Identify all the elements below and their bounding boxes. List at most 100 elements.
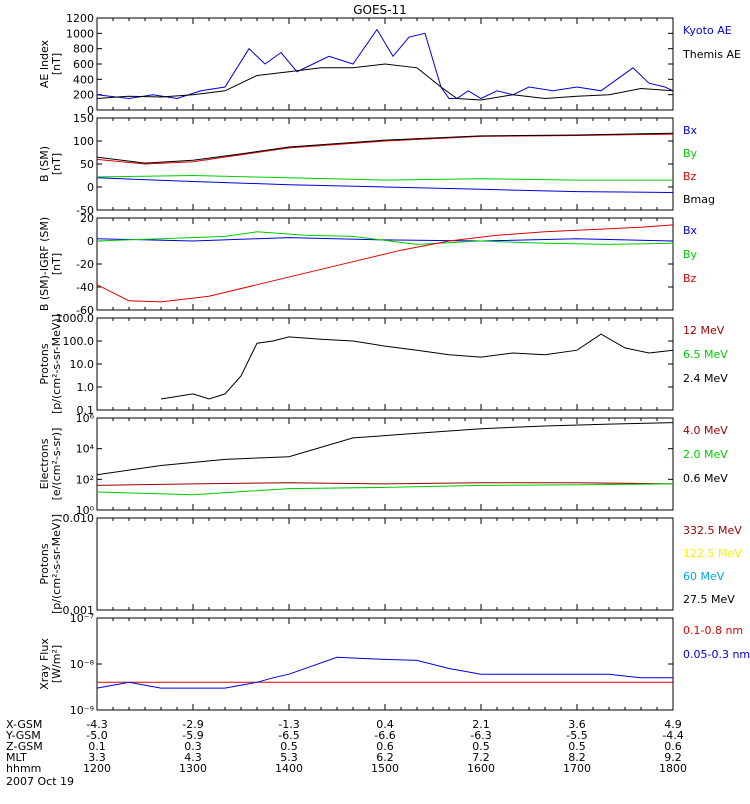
y-axis-label: B (SM) bbox=[38, 146, 51, 182]
series-line-bmag bbox=[96, 132, 674, 164]
legend-entry: Bz bbox=[683, 170, 697, 183]
y-tick-label: 100.0 bbox=[63, 335, 95, 348]
legend-entry: 2.0 MeV bbox=[683, 448, 728, 461]
y-tick-label: 0.010 bbox=[63, 512, 95, 525]
footer-value: 1200 bbox=[83, 762, 111, 775]
y-tick-label: 20 bbox=[80, 212, 94, 225]
y-tick-label: 10⁻⁹ bbox=[70, 704, 94, 717]
panel-bigrf: -60 -40 -20 0 20 B (SM)-IGRF (SM) [nT] Bx By Bz bbox=[38, 212, 698, 317]
legend-entry: Bx bbox=[683, 124, 698, 137]
footer-value: 7.2 bbox=[472, 751, 490, 764]
y-tick-label: 10⁻⁸ bbox=[70, 658, 95, 671]
footer-value: 4.9 bbox=[664, 718, 682, 731]
y-tick-label: 200 bbox=[73, 89, 94, 102]
footer-value: 0.5 bbox=[568, 740, 586, 753]
series-line-by bbox=[96, 174, 673, 181]
footer-value: -6.5 bbox=[278, 729, 299, 742]
legend-entry: By bbox=[683, 248, 698, 261]
footer-value: 6.2 bbox=[376, 751, 394, 764]
panel-b: -50 0 50 100 150 B (SM) [nT] Bx By Bz Bmag bbox=[38, 112, 715, 217]
y-tick-label: -60 bbox=[76, 304, 94, 317]
footer-value: 3.6 bbox=[568, 718, 586, 731]
y-tick-label: 50 bbox=[80, 158, 94, 171]
panel-protons1: 0.1 1.0 10.0 100.0 1000.0 Protons [p/(cm²-s-sr… bbox=[38, 312, 728, 417]
y-tick-label: 10.0 bbox=[70, 358, 95, 371]
panel-electrons: 10⁰ 10² 10⁴ 10⁶ Electrons [e/(cm²-s-sr)] 4.0 M… bbox=[38, 412, 728, 517]
y-axis-label: [W/m²] bbox=[50, 645, 63, 683]
y-tick-label: 1000 bbox=[66, 27, 94, 40]
y-tick-label: 0 bbox=[87, 181, 94, 194]
footer-value: 0.3 bbox=[184, 740, 202, 753]
series-line-kyoto-ae bbox=[96, 28, 674, 100]
legend-entry: 0.1-0.8 nm bbox=[683, 624, 743, 637]
panel-frame bbox=[96, 617, 674, 711]
y-tick-label: 10⁰ bbox=[76, 504, 95, 517]
legend-entry: 122.5 MeV bbox=[683, 547, 742, 560]
footer-value: 0.6 bbox=[376, 740, 394, 753]
panel-frame bbox=[96, 217, 674, 311]
series-line-by bbox=[96, 231, 674, 245]
y-axis-label: [p/(cm²-s-sr-MeV)] bbox=[50, 514, 63, 614]
y-tick-label: 400 bbox=[73, 73, 94, 86]
legend-entry: 12 MeV bbox=[683, 324, 725, 337]
footer-value: 4.3 bbox=[184, 751, 202, 764]
footer-value: 1600 bbox=[467, 762, 495, 775]
y-tick-label: -50 bbox=[76, 204, 94, 217]
legend-entry: 0.05-0.3 nm bbox=[683, 648, 750, 661]
y-axis-label: [p/(cm²-s-sr-MeV)] bbox=[50, 314, 63, 414]
footer-row-label: Y-GSM bbox=[5, 729, 41, 742]
footer-value: 0.4 bbox=[376, 718, 394, 731]
y-tick-label: -40 bbox=[76, 281, 94, 294]
y-tick-label: 1.0 bbox=[77, 381, 95, 394]
footer-value: -5.9 bbox=[182, 729, 203, 742]
footer-value: 0.6 bbox=[664, 740, 682, 753]
series-line-2-4-mev bbox=[160, 333, 674, 400]
footer-value: 3.3 bbox=[88, 751, 106, 764]
y-axis-label: [e/(cm²-s-sr)] bbox=[50, 428, 63, 501]
footer-row-label: hhmm bbox=[6, 762, 41, 775]
footer-row-label: Z-GSM bbox=[6, 740, 43, 753]
panel-xray: 10⁻⁹ 10⁻⁸ 10⁻⁷ Xray Flux [W/m²] 0.1-0.8 nm 0.0… bbox=[38, 612, 750, 717]
panel-ae: 0 200 400 600 800 1000 1200 AE Index [nT] Kyoto A… bbox=[38, 12, 741, 117]
y-tick-label: 800 bbox=[73, 43, 94, 56]
footer-value: 5.3 bbox=[280, 751, 298, 764]
y-tick-label: 100 bbox=[73, 135, 94, 148]
y-axis-label: [nT] bbox=[50, 53, 63, 75]
y-axis-label: Protons bbox=[38, 343, 51, 384]
legend-entry: 60 MeV bbox=[683, 570, 725, 583]
footer-value: 9.2 bbox=[664, 751, 682, 764]
y-axis-label: Xray Flux bbox=[38, 638, 51, 690]
footer-value: 1500 bbox=[371, 762, 399, 775]
y-tick-label: 150 bbox=[73, 112, 94, 125]
y-tick-label: 10² bbox=[76, 473, 94, 486]
footer-value: 8.2 bbox=[568, 751, 586, 764]
series-line-bz bbox=[96, 224, 674, 303]
y-tick-label: 10⁴ bbox=[76, 443, 95, 456]
legend-entry: Bz bbox=[683, 272, 697, 285]
legend-entry: 27.5 MeV bbox=[683, 593, 735, 606]
footer-value: -4.4 bbox=[662, 729, 683, 742]
panel-frame bbox=[96, 317, 674, 411]
series-line-themis-ae bbox=[96, 63, 674, 101]
legend-entry: Bx bbox=[683, 224, 698, 237]
footer-value: -6.3 bbox=[470, 729, 491, 742]
series-line-0-6-mev bbox=[96, 422, 674, 476]
footer-value: 1400 bbox=[275, 762, 303, 775]
footer-value: 0.5 bbox=[472, 740, 490, 753]
panel-protons2: 0.001 0.010 Protons [p/(cm²-s-sr-MeV)] 332.5… bbox=[38, 512, 742, 617]
panel-frame bbox=[96, 117, 674, 211]
footer-value: -5.5 bbox=[566, 729, 587, 742]
y-axis-label: Protons bbox=[38, 543, 51, 584]
legend-entry: 4.0 MeV bbox=[683, 424, 728, 437]
legend-entry: Kyoto AE bbox=[683, 24, 732, 37]
footer-value: -4.3 bbox=[86, 718, 107, 731]
footer-value: -1.3 bbox=[278, 718, 299, 731]
legend-entry: 0.6 MeV bbox=[683, 472, 728, 485]
y-tick-label: 0 bbox=[87, 235, 94, 248]
footer-value: -2.9 bbox=[182, 718, 203, 731]
y-axis-label: Electrons bbox=[38, 438, 51, 489]
footer-value: 1700 bbox=[563, 762, 591, 775]
